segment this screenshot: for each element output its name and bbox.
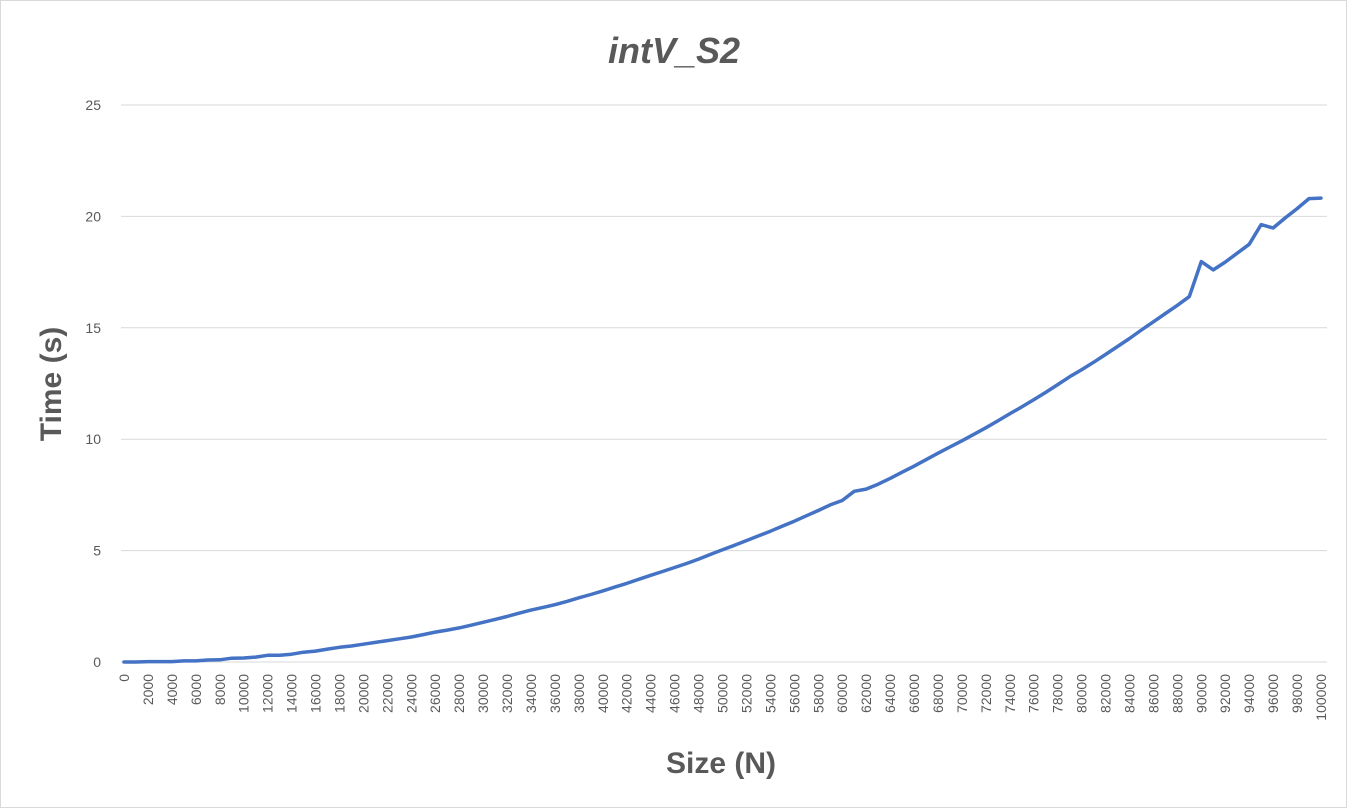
- x-tick-label: 28000: [451, 674, 467, 713]
- x-tick-label: 86000: [1145, 674, 1161, 713]
- x-axis-ticks: 0 2000 4000 6000 8000 10000 12000 14000 16000 180…: [116, 674, 1329, 721]
- gridlines: [121, 104, 1327, 663]
- series-line: [122, 196, 1323, 664]
- x-tick-label: 42000: [619, 674, 635, 713]
- chart-title: intV_S2: [608, 30, 740, 71]
- x-tick-label: 6000: [188, 674, 204, 705]
- x-tick-label: 0: [116, 674, 132, 682]
- x-tick-label: 64000: [882, 674, 898, 713]
- x-tick-label: 38000: [571, 674, 587, 713]
- x-tick-label: 62000: [858, 674, 874, 713]
- x-tick-label: 96000: [1265, 674, 1281, 713]
- x-tick-label: 54000: [762, 674, 778, 713]
- x-axis-title: Size (N): [666, 747, 776, 780]
- x-tick-label: 68000: [930, 674, 946, 713]
- x-tick-label: 60000: [834, 674, 850, 713]
- x-tick-label: 100000: [1313, 674, 1329, 721]
- x-tick-label: 46000: [667, 674, 683, 713]
- x-tick-label: 74000: [1002, 674, 1018, 713]
- x-tick-label: 8000: [212, 674, 228, 705]
- y-tick-label: 10: [85, 431, 101, 447]
- y-axis-ticks: 0 5 10 15 20 25: [85, 97, 101, 670]
- x-tick-label: 32000: [499, 674, 515, 713]
- x-tick-label: 30000: [475, 674, 491, 713]
- x-tick-label: 76000: [1026, 674, 1042, 713]
- x-tick-label: 80000: [1074, 674, 1090, 713]
- x-tick-label: 52000: [738, 674, 754, 713]
- x-tick-label: 14000: [284, 674, 300, 713]
- y-axis-title: Time (s): [35, 327, 68, 441]
- y-tick-label: 15: [85, 320, 101, 336]
- x-tick-label: 82000: [1098, 674, 1114, 713]
- x-tick-label: 18000: [331, 674, 347, 713]
- x-tick-label: 26000: [427, 674, 443, 713]
- x-tick-label: 34000: [523, 674, 539, 713]
- x-tick-label: 2000: [140, 674, 156, 705]
- series-group: [122, 196, 1323, 664]
- x-tick-label: 98000: [1289, 674, 1305, 713]
- x-tick-label: 40000: [595, 674, 611, 713]
- x-tick-label: 58000: [810, 674, 826, 713]
- x-tick-label: 22000: [379, 674, 395, 713]
- x-tick-label: 44000: [643, 674, 659, 713]
- x-tick-label: 4000: [164, 674, 180, 705]
- x-tick-label: 94000: [1241, 674, 1257, 713]
- y-tick-label: 20: [85, 208, 101, 224]
- x-tick-label: 90000: [1193, 674, 1209, 713]
- x-tick-label: 66000: [906, 674, 922, 713]
- y-tick-label: 25: [85, 97, 101, 113]
- x-tick-label: 24000: [403, 674, 419, 713]
- x-tick-label: 48000: [691, 674, 707, 713]
- x-tick-label: 72000: [978, 674, 994, 713]
- x-tick-label: 10000: [236, 674, 252, 713]
- x-tick-label: 36000: [547, 674, 563, 713]
- x-tick-label: 16000: [308, 674, 324, 713]
- y-tick-label: 5: [93, 543, 101, 559]
- x-tick-label: 84000: [1121, 674, 1137, 713]
- x-tick-label: 50000: [715, 674, 731, 713]
- x-tick-label: 56000: [786, 674, 802, 713]
- x-tick-label: 78000: [1050, 674, 1066, 713]
- x-tick-label: 12000: [260, 674, 276, 713]
- x-tick-label: 88000: [1169, 674, 1185, 713]
- x-tick-label: 70000: [954, 674, 970, 713]
- x-tick-label: 20000: [355, 674, 371, 713]
- y-tick-label: 0: [93, 654, 101, 670]
- x-tick-label: 92000: [1217, 674, 1233, 713]
